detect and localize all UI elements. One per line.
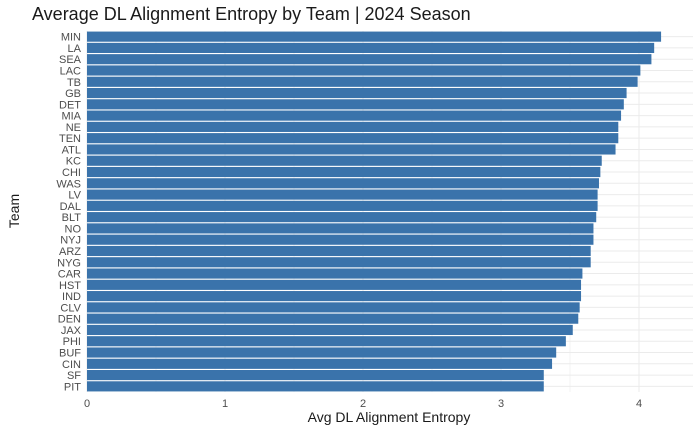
y-tick-label: LA — [68, 43, 82, 55]
x-tick-label: 4 — [636, 398, 642, 410]
bar-car — [87, 268, 583, 279]
y-tick-label: MIA — [61, 111, 81, 123]
y-tick-label: CIN — [62, 359, 81, 371]
bar-ten — [87, 133, 619, 144]
y-tick-label: TEN — [59, 133, 81, 145]
bar-min — [87, 31, 662, 42]
chart-title: Average DL Alignment Entropy by Team | 2… — [32, 4, 471, 24]
bar-tb — [87, 76, 638, 87]
y-tick-label: IND — [62, 291, 81, 303]
x-axis-label: Avg DL Alignment Entropy — [307, 409, 471, 425]
x-tick-label: 1 — [222, 398, 228, 410]
bar-det — [87, 99, 624, 110]
bar-clv — [87, 302, 580, 313]
bar-jax — [87, 324, 573, 336]
bar-dal — [87, 200, 598, 211]
bar-was — [87, 178, 599, 189]
bar-ind — [87, 291, 582, 302]
y-tick-label: LV — [68, 190, 81, 202]
y-tick-label: TB — [67, 77, 81, 89]
bar-kc — [87, 155, 602, 166]
y-tick-label: NO — [65, 223, 82, 235]
y-tick-label: SF — [67, 370, 81, 382]
bar-arz — [87, 245, 591, 257]
y-tick-label: PIT — [64, 381, 81, 393]
y-tick-label: CLV — [60, 302, 81, 314]
x-tick-label: 3 — [498, 398, 504, 410]
bar-nyj — [87, 234, 594, 245]
bar-buf — [87, 347, 557, 358]
bar-atl — [87, 144, 616, 155]
y-tick-label: HST — [59, 280, 81, 292]
bar-den — [87, 313, 579, 324]
x-tick-label: 0 — [84, 398, 90, 410]
bar-lac — [87, 65, 641, 76]
y-tick-label: DEN — [58, 314, 81, 326]
y-tick-label: CAR — [58, 269, 81, 281]
y-tick-label: JAX — [61, 325, 82, 337]
y-tick-label: BUF — [59, 348, 81, 360]
y-tick-label: ARZ — [59, 246, 81, 258]
y-tick-label: BLT — [62, 212, 82, 224]
bar-gb — [87, 87, 627, 99]
bar-mia — [87, 110, 622, 121]
bar-nyg — [87, 257, 591, 268]
x-tick-label: 2 — [360, 398, 366, 410]
bar-no — [87, 223, 594, 234]
y-tick-label: NE — [66, 122, 81, 134]
bar-lv — [87, 189, 598, 200]
bar-ne — [87, 121, 619, 132]
bar-la — [87, 42, 655, 53]
y-tick-label: KC — [66, 156, 81, 168]
y-tick-label: PHI — [63, 336, 81, 348]
y-tick-label: DET — [59, 99, 81, 111]
y-tick-label: ATL — [62, 144, 81, 156]
y-tick-label: MIN — [61, 32, 81, 44]
bar-pit — [87, 381, 544, 392]
bar-hst — [87, 279, 582, 290]
y-tick-label: NYG — [57, 257, 81, 269]
y-tick-label: DAL — [60, 201, 81, 213]
bar-sf — [87, 370, 544, 381]
y-tick-label: GB — [65, 88, 81, 100]
y-tick-label: WAS — [56, 178, 81, 190]
y-tick-label: NYJ — [60, 235, 81, 247]
bar-cin — [87, 358, 553, 369]
y-tick-label: LAC — [60, 65, 81, 77]
y-tick-label: CHI — [62, 167, 81, 179]
bar-phi — [87, 336, 566, 347]
bar-sea — [87, 54, 652, 65]
y-tick-label: SEA — [59, 54, 82, 66]
bar-blt — [87, 212, 597, 223]
bar-chi — [87, 166, 601, 178]
